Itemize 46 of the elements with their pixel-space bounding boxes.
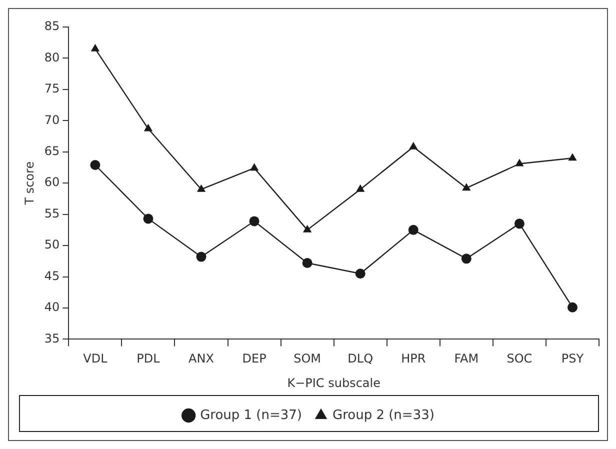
point <box>302 258 312 268</box>
legend-label: Group 2 (n=33) <box>332 408 434 423</box>
x-axis-title: K−PIC subscale <box>287 376 380 390</box>
y-tick-label: 70 <box>44 112 60 127</box>
x-tick-label: SOC <box>506 352 532 366</box>
x-tick-label: DEP <box>242 352 266 366</box>
point <box>250 163 259 171</box>
x-tick-label: PDL <box>136 352 160 366</box>
y-tick-label: 80 <box>44 50 60 64</box>
y-tick-label: 55 <box>44 206 60 220</box>
x-tick-label: PSY <box>561 352 584 366</box>
x-tick-label: FAM <box>454 352 479 366</box>
point <box>408 224 418 235</box>
x-tick-label: SOM <box>294 352 322 366</box>
y-tick-label: 65 <box>44 144 60 158</box>
x-tick-label: HPR <box>401 352 426 366</box>
point <box>567 302 578 312</box>
point <box>409 142 418 150</box>
x-tick-label: ANX <box>188 352 214 366</box>
point <box>196 252 206 262</box>
point <box>90 160 100 170</box>
x-tick-label: DLQ <box>348 352 374 366</box>
y-tick-label: 50 <box>44 238 60 252</box>
point <box>462 183 471 191</box>
y-tick-label: 45 <box>44 268 60 283</box>
point <box>461 254 472 264</box>
point <box>355 268 366 279</box>
y-tick-label: 85 <box>44 19 60 34</box>
y-axis-title: T score <box>22 161 36 206</box>
y-tick-label: 35 <box>44 331 60 346</box>
point <box>90 44 100 52</box>
point <box>515 158 524 166</box>
legend-label: Group 1 (n=37) <box>200 408 302 423</box>
figure-frame: K−PIC subscale T score Group 1 (n=37) Group 2 (n=33) VDL PDL ANX DEP SOM DLQ HPR FAM SOC PSY 35 40 45 50 55 60 65 70 75 80 85 <box>8 8 608 441</box>
y-tick-label: 75 <box>44 82 60 96</box>
point <box>144 124 153 132</box>
point <box>356 184 365 192</box>
point <box>568 153 577 161</box>
point <box>302 224 312 232</box>
x-tick-label: VDL <box>83 352 108 366</box>
point <box>143 214 154 224</box>
point <box>514 218 524 229</box>
point <box>249 216 260 226</box>
y-tick-label: 60 <box>44 175 60 190</box>
point <box>196 184 206 192</box>
y-tick-label: 40 <box>44 300 60 314</box>
